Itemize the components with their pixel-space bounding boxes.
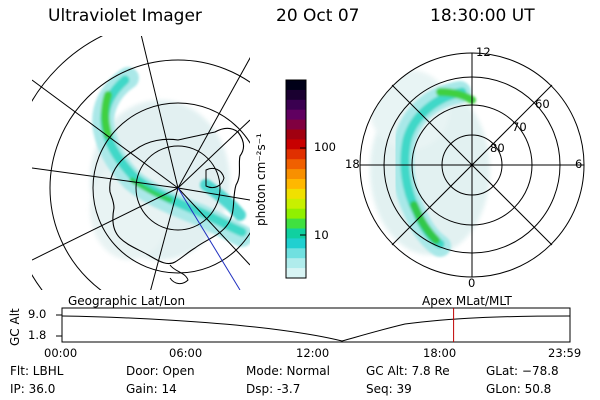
colorbar <box>285 79 307 279</box>
mlt-label-6: 6 <box>575 157 583 171</box>
colorbar-unit-label: photon cm⁻²s⁻¹ <box>254 133 268 226</box>
colorbar-segment <box>286 228 306 239</box>
time-label: 18:30:00 UT <box>430 6 535 26</box>
magnetic-caption: Apex MLat/MLT <box>422 294 512 308</box>
terminator-line <box>177 187 241 290</box>
mlt-label-18: 18 <box>345 157 360 171</box>
colorbar-segment <box>286 80 306 91</box>
geo-latitude-circles <box>32 36 250 290</box>
colorbar-segment <box>286 179 306 190</box>
magnetic-polar-plot <box>359 52 585 278</box>
colorbar-segment <box>286 99 306 111</box>
timeline-ytick-9: 9.0 <box>28 307 47 321</box>
altitude-curve <box>61 315 571 342</box>
colorbar-segment <box>286 238 306 249</box>
timeline-ytick-1-8: 1.8 <box>28 328 47 342</box>
filter-info: Flt: LBHL <box>10 364 64 378</box>
timeline-frame <box>61 307 571 343</box>
colorbar-segment <box>286 208 306 220</box>
colorbar-segment <box>286 218 306 230</box>
seq-info: Seq: 39 <box>366 382 412 396</box>
ip-info: IP: 36.0 <box>10 382 56 396</box>
geographic-caption: Geographic Lat/Lon <box>68 294 186 308</box>
colorbar-segment <box>286 188 306 200</box>
ice-shelf-outline <box>205 167 225 189</box>
geo-meridians <box>32 36 250 290</box>
colorbar-segment <box>286 159 306 170</box>
peninsula-outline <box>169 264 189 285</box>
colorbar-segment <box>286 139 306 150</box>
colorbar-segment <box>286 89 306 101</box>
mode-info: Mode: Normal <box>246 364 330 378</box>
colorbar-label-10: 10 <box>314 228 329 242</box>
mag-aurora <box>391 81 476 257</box>
timeline-xtick-1800: 18:00 <box>423 346 457 360</box>
colorbar-segment <box>286 268 306 279</box>
lat-label-80: 80 <box>490 141 505 155</box>
glon-info: GLon: 50.8 <box>486 382 552 396</box>
lat-label-60: 60 <box>535 97 550 111</box>
date-label: 20 Oct 07 <box>276 6 360 26</box>
colorbar-segment <box>286 258 306 269</box>
orbit-altitude-timeline <box>56 307 571 343</box>
mlt-label-0: 0 <box>468 276 476 290</box>
timeline-xtick-0000: 00:00 <box>44 346 78 360</box>
timeline-xtick-2359: 23:59 <box>548 346 582 360</box>
colorbar-segment <box>286 119 306 131</box>
colorbar-segment <box>286 248 306 259</box>
lat-label-70: 70 <box>512 120 527 134</box>
mlt-label-12: 12 <box>476 45 491 59</box>
gain-info: Gain: 14 <box>126 382 177 396</box>
glat-info: GLat: −78.8 <box>486 364 559 378</box>
antarctica-outline <box>109 127 245 265</box>
timeline-xtick-0600: 06:00 <box>169 346 203 360</box>
gc-alt-info: GC Alt: 7.8 Re <box>366 364 450 378</box>
colorbar-label-100: 100 <box>314 140 336 154</box>
timeline-axis-label: GC Alt <box>8 308 22 346</box>
colorbar-segment <box>286 109 306 121</box>
timeline-xtick-1200: 12:00 <box>296 346 330 360</box>
dsp-info: Dsp: -3.7 <box>246 382 301 396</box>
colorbar-segment <box>286 198 306 210</box>
colorbar-segment <box>286 129 306 140</box>
colorbar-segment <box>286 169 306 180</box>
instrument-title: Ultraviolet Imager <box>48 6 202 26</box>
door-info: Door: Open <box>126 364 195 378</box>
geographic-map <box>32 36 250 290</box>
colorbar-segment <box>286 149 306 160</box>
mag-mlt-lines <box>360 53 584 277</box>
